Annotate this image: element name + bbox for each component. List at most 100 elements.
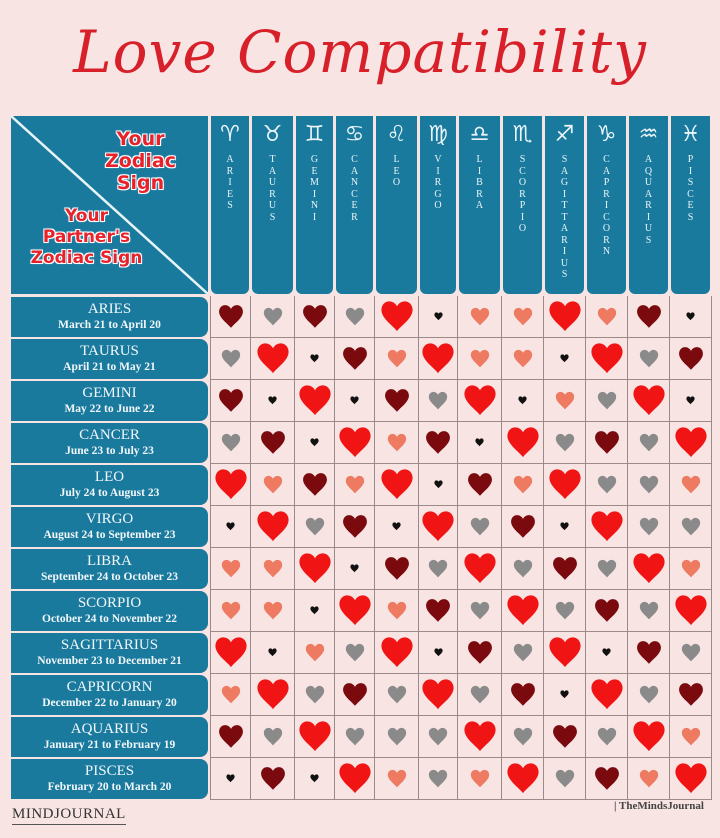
compatibility-cell: [502, 716, 544, 758]
credit-text: | TheMindsJournal: [614, 800, 704, 812]
gray-heart-icon: [428, 391, 448, 409]
compatibility-cell: [335, 548, 375, 590]
dark-red-heart-icon: [636, 304, 661, 328]
dark-red-heart-icon: [678, 682, 703, 706]
aries-symbol-icon: ♈: [220, 122, 240, 147]
salmon-heart-icon: [387, 601, 406, 619]
row-label-scorpio: SCORPIO October 24 to November 22: [11, 591, 208, 631]
big-red-heart-icon: [632, 720, 665, 751]
table-row: VIRGO August 24 to September 23: [11, 506, 712, 548]
row-label-gemini: GEMINI May 22 to June 22: [11, 381, 208, 421]
big-red-heart-icon: [548, 300, 581, 331]
compatibility-cell: [502, 548, 544, 590]
big-red-heart-icon: [590, 678, 623, 709]
column-label: S C O R P I O: [518, 154, 527, 234]
compatibility-cell: [210, 380, 251, 422]
compatibility-cell: [544, 590, 586, 632]
compatibility-cell: [335, 674, 375, 716]
column-header-aries: ♈ A R I E S: [211, 116, 249, 294]
column-label: A R I E S: [226, 154, 234, 211]
big-red-heart-icon: [674, 594, 707, 625]
table-row: GEMINI May 22 to June 22: [11, 380, 712, 422]
row-sign-name: ARIES: [87, 301, 132, 317]
compatibility-cell: [210, 716, 251, 758]
row-label-libra: LIBRA September 24 to October 23: [11, 549, 208, 589]
column-header-aquarius: ♒ A Q U A R I U S: [629, 116, 668, 294]
compatibility-cell: [628, 338, 670, 380]
gray-heart-icon: [555, 769, 574, 787]
gray-heart-icon: [263, 727, 282, 745]
table-row: SCORPIO October 24 to November 22: [11, 590, 712, 632]
compatibility-cell: [586, 296, 628, 338]
gray-heart-icon: [639, 685, 658, 703]
dark-red-heart-icon: [260, 766, 285, 790]
aquarius-symbol-icon: ♒: [638, 122, 659, 147]
compatibility-cell: [502, 338, 544, 380]
row-sign-name: LEO: [94, 469, 125, 485]
compatibility-cell: [670, 464, 712, 506]
compatibility-cell: [419, 758, 458, 800]
compatibility-cell: [586, 506, 628, 548]
table-row: SAGITTARIUS November 23 to December 21: [11, 632, 712, 674]
row-sign-dates: November 23 to December 21: [37, 655, 182, 667]
dark-red-heart-icon: [594, 430, 619, 454]
gray-heart-icon: [387, 727, 406, 745]
compatibility-cell: [251, 296, 295, 338]
small-black-heart-icon: [226, 774, 235, 783]
compatibility-cell: [419, 380, 458, 422]
gray-heart-icon: [513, 727, 532, 745]
big-red-heart-icon: [338, 426, 371, 457]
compatibility-cell: [586, 548, 628, 590]
compatibility-cell: [375, 464, 419, 506]
column-header-cancer: ♋ C A N C E R: [336, 116, 373, 294]
compatibility-cell: [458, 506, 502, 548]
row-sign-name: CANCER: [79, 427, 140, 443]
compatibility-cell: [458, 464, 502, 506]
compatibility-cell: [295, 548, 335, 590]
row-sign-name: SAGITTARIUS: [60, 637, 159, 653]
dark-red-heart-icon: [467, 472, 492, 496]
column-header-sagittarius: ♐ S A G I T T A R I U S: [545, 116, 584, 294]
compatibility-cell: [419, 590, 458, 632]
compatibility-cell: [628, 506, 670, 548]
gray-heart-icon: [263, 307, 282, 325]
compatibility-cell: [419, 422, 458, 464]
table-row: PISCES February 20 to March 20: [11, 758, 712, 800]
column-label: T A U R U S: [268, 154, 277, 223]
column-header-scorpio: ♏ S C O R P I O: [503, 116, 542, 294]
gray-heart-icon: [470, 601, 489, 619]
compatibility-cell: [502, 380, 544, 422]
small-black-heart-icon: [686, 312, 695, 321]
compatibility-cell: [251, 758, 295, 800]
capricorn-symbol-icon: ♑: [596, 122, 617, 147]
salmon-heart-icon: [470, 307, 489, 325]
compatibility-cell: [335, 716, 375, 758]
compatibility-cell: [544, 506, 586, 548]
dark-red-heart-icon: [342, 346, 367, 370]
column-header-virgo: ♍ V I R G O: [420, 116, 456, 294]
compatibility-cell: [210, 506, 251, 548]
big-red-heart-icon: [298, 720, 331, 751]
big-red-heart-icon: [422, 342, 454, 373]
column-label: C A P R I C O R N: [602, 154, 611, 257]
small-black-heart-icon: [310, 774, 319, 783]
gray-heart-icon: [639, 517, 658, 535]
compatibility-cell: [295, 632, 335, 674]
dark-red-heart-icon: [342, 514, 367, 538]
compatibility-cell: [375, 632, 419, 674]
compatibility-cell: [670, 338, 712, 380]
row-sign-name: VIRGO: [85, 511, 134, 527]
row-label-cancer: CANCER June 23 to July 23: [11, 423, 208, 463]
small-black-heart-icon: [310, 438, 319, 447]
row-sign-name: SCORPIO: [77, 595, 142, 611]
compatibility-cell: [502, 758, 544, 800]
big-red-heart-icon: [590, 342, 623, 373]
compatibility-cell: [586, 422, 628, 464]
salmon-heart-icon: [681, 559, 700, 577]
compatibility-cell: [210, 296, 251, 338]
row-sign-dates: May 22 to June 22: [64, 403, 155, 415]
compatibility-cell: [295, 674, 335, 716]
compatibility-cell: [335, 632, 375, 674]
compatibility-cell: [458, 716, 502, 758]
gray-heart-icon: [639, 433, 658, 451]
